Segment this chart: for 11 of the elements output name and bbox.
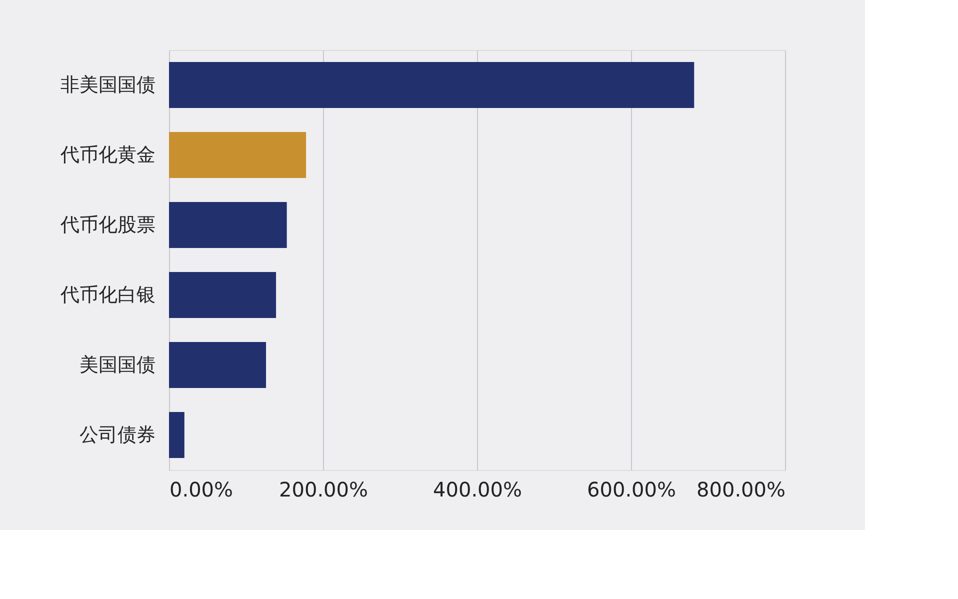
x-tick-label: 200.00% (279, 478, 368, 502)
y-tick-label: 公司债券 (80, 424, 156, 446)
y-tick-label: 代币化白银 (60, 284, 156, 306)
x-tick-label: 0.00% (170, 478, 234, 502)
y-tick-label: 美国国债 (80, 354, 156, 376)
x-tick-label: 400.00% (433, 478, 522, 502)
y-tick-label: 代币化股票 (60, 214, 156, 236)
x-tick-label: 800.00% (696, 478, 786, 502)
y-tick-label: 非美国国债 (60, 74, 156, 96)
y-tick-label: 代币化黄金 (60, 144, 156, 166)
x-tick-label: 600.00% (587, 478, 676, 502)
